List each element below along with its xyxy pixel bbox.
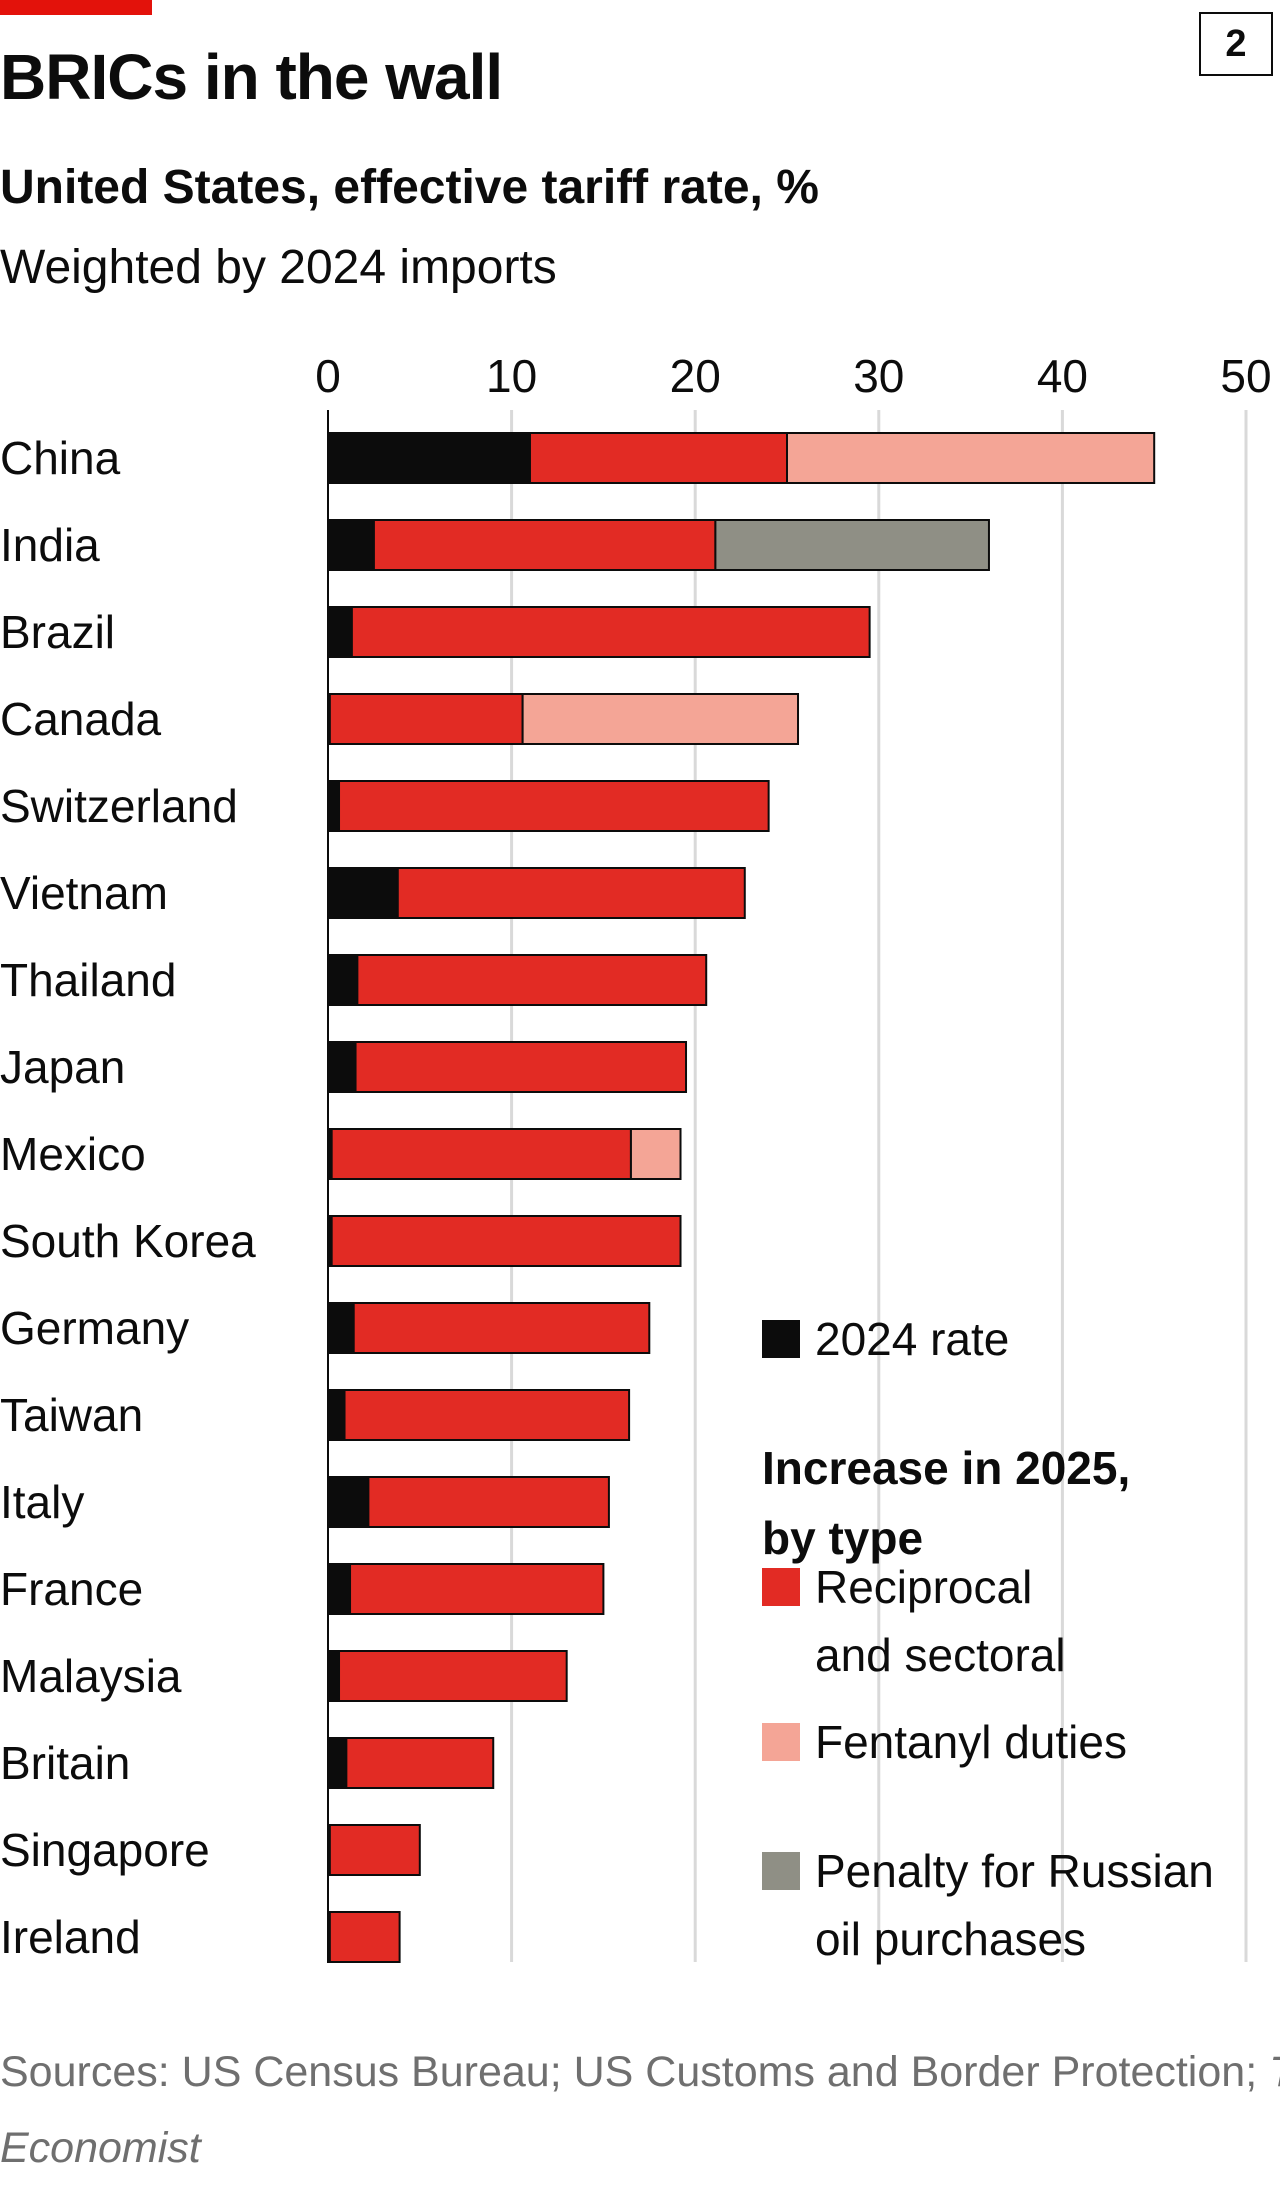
bar-segment-reciprocal bbox=[354, 1041, 688, 1093]
legend-label: Reciprocal bbox=[815, 1561, 1032, 1613]
legend-swatch-fentanyl bbox=[762, 1723, 800, 1761]
category-label: Taiwan bbox=[0, 1389, 143, 1441]
category-label: Britain bbox=[0, 1737, 130, 1789]
bar-segment-reciprocal bbox=[372, 519, 717, 571]
category-label: Switzerland bbox=[0, 780, 238, 832]
bar-segment-fentanyl bbox=[521, 693, 800, 745]
bar-segment-reciprocal bbox=[328, 693, 524, 745]
brand-accent-bar bbox=[0, 0, 152, 15]
bar-segment-reciprocal bbox=[328, 1911, 401, 1963]
category-label: Germany bbox=[0, 1302, 189, 1354]
category-label: Canada bbox=[0, 693, 162, 745]
sources-note: Sources: US Census Bureau; US Customs an… bbox=[0, 2034, 1280, 2186]
x-tick-label: 10 bbox=[486, 350, 537, 402]
bar-segment-russian_oil bbox=[714, 519, 990, 571]
legend-swatch-russian_oil bbox=[762, 1852, 800, 1890]
bar-segment-reciprocal bbox=[350, 606, 871, 658]
chart-subtitle: United States, effective tariff rate, % bbox=[0, 161, 819, 214]
bar-segment-rate_2024 bbox=[327, 606, 353, 658]
bar-segment-rate_2024 bbox=[327, 1563, 352, 1615]
bar-segment-rate_2024 bbox=[327, 1476, 370, 1528]
bar-segment-rate_2024 bbox=[327, 954, 359, 1006]
bar-segment-rate_2024 bbox=[327, 432, 531, 484]
x-tick-label: 0 bbox=[315, 350, 341, 402]
bar-segment-reciprocal bbox=[338, 1650, 568, 1702]
bar-segment-reciprocal bbox=[330, 1215, 682, 1267]
sources-publication: The Economist bbox=[0, 2048, 1280, 2172]
tariff-bar-chart: 0 10 20 30 40 50 China India Brazil Canada Switzer… bbox=[0, 350, 1272, 1965]
category-label: Vietnam bbox=[0, 867, 168, 919]
bar-segment-rate_2024 bbox=[327, 1302, 355, 1354]
legend-label: Penalty for Russian bbox=[815, 1845, 1214, 1897]
sources-text: Sources: US Census Bureau; US Customs an… bbox=[0, 2048, 1270, 2096]
x-tick-label: 30 bbox=[853, 350, 904, 402]
legend-label: 2024 rate bbox=[815, 1313, 1009, 1365]
category-label: Brazil bbox=[0, 606, 115, 658]
category-label: Singapore bbox=[0, 1824, 210, 1876]
category-label: Thailand bbox=[0, 954, 176, 1006]
bar-segment-rate_2024 bbox=[327, 1650, 341, 1702]
bar-segment-rate_2024 bbox=[327, 1389, 346, 1441]
category-label: South Korea bbox=[0, 1215, 256, 1267]
chart-title: BRICs in the wall bbox=[0, 41, 503, 113]
bar-segment-fentanyl bbox=[629, 1128, 682, 1180]
chart-note: Weighted by 2024 imports bbox=[0, 241, 557, 294]
bar-segment-rate_2024 bbox=[327, 519, 375, 571]
legend-label: and sectoral bbox=[815, 1629, 1066, 1681]
bar-segment-reciprocal bbox=[528, 432, 789, 484]
legend-label: oil purchases bbox=[815, 1913, 1086, 1965]
legend-heading: Increase in 2025, bbox=[762, 1442, 1130, 1494]
bar-segment-reciprocal bbox=[349, 1563, 605, 1615]
category-label: France bbox=[0, 1563, 143, 1615]
category-label: Malaysia bbox=[0, 1650, 182, 1702]
bar-segment-reciprocal bbox=[356, 954, 708, 1006]
bar-segment-rate_2024 bbox=[327, 867, 399, 919]
category-label: Japan bbox=[0, 1041, 125, 1093]
category-label: Italy bbox=[0, 1476, 84, 1528]
bar-segment-reciprocal bbox=[396, 867, 746, 919]
category-label: China bbox=[0, 432, 121, 484]
bar-segment-reciprocal bbox=[352, 1302, 651, 1354]
bar-segment-reciprocal bbox=[330, 1128, 632, 1180]
bar-segment-fentanyl bbox=[786, 432, 1156, 484]
bar-segment-rate_2024 bbox=[327, 1737, 348, 1789]
bar-segment-reciprocal bbox=[367, 1476, 610, 1528]
bar-segment-rate_2024 bbox=[327, 1041, 357, 1093]
legend-swatch-reciprocal bbox=[762, 1568, 800, 1606]
bar-segment-reciprocal bbox=[345, 1737, 495, 1789]
legend-heading: by type bbox=[762, 1512, 923, 1564]
bar-segment-reciprocal bbox=[328, 1824, 421, 1876]
category-label: Mexico bbox=[0, 1128, 146, 1180]
bar-segment-reciprocal bbox=[338, 780, 770, 832]
x-tick-label: 20 bbox=[670, 350, 721, 402]
x-tick-label: 50 bbox=[1220, 350, 1271, 402]
legend-label: Fentanyl duties bbox=[815, 1716, 1127, 1768]
legend-swatch-rate_2024 bbox=[762, 1320, 800, 1358]
bar-segment-reciprocal bbox=[343, 1389, 631, 1441]
figure-number: 2 bbox=[1199, 12, 1273, 76]
category-label: Ireland bbox=[0, 1911, 141, 1963]
x-tick-label: 40 bbox=[1037, 350, 1088, 402]
category-label: India bbox=[0, 519, 100, 571]
bar-segment-rate_2024 bbox=[327, 780, 341, 832]
